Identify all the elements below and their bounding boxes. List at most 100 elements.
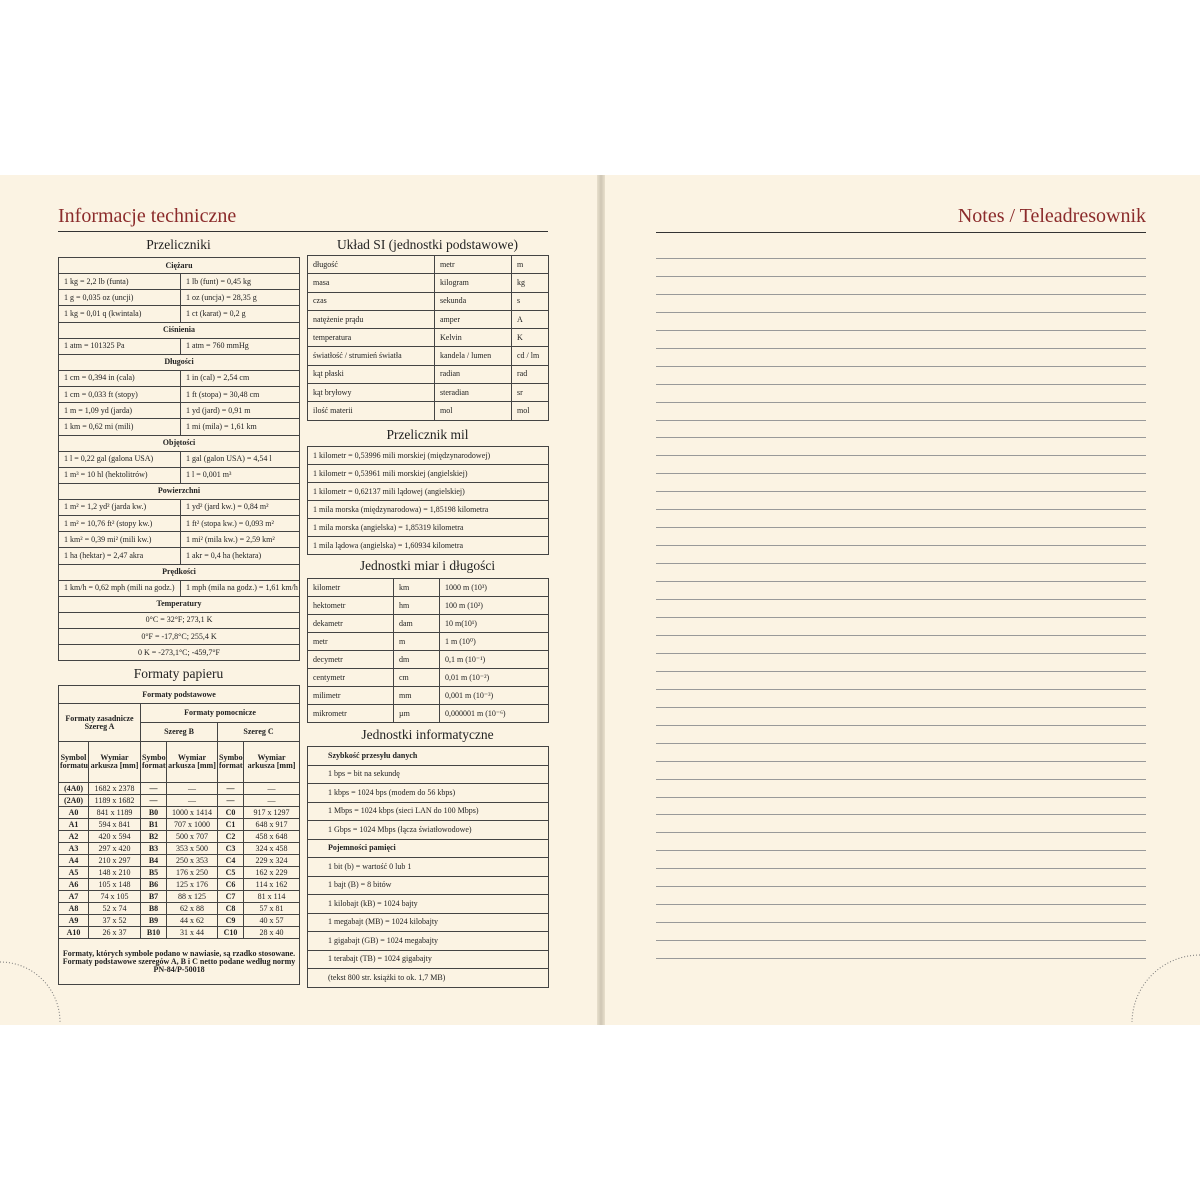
table-cell: s: [511, 291, 549, 311]
table-row: kilometr km 1000 m (10³): [307, 578, 549, 597]
table-row: Ciśnienia: [57, 321, 301, 339]
note-line: [656, 527, 1146, 528]
table-cell: Szereg C: [216, 722, 301, 742]
table-cell: 10 m(10¹): [439, 614, 549, 633]
table-row: 1 mila morska (międzynarodowa) = 1,85198…: [307, 500, 549, 519]
table-cell: 88 x 125: [166, 890, 218, 903]
table-cell: 324 x 458: [242, 842, 301, 855]
note-line: [656, 294, 1146, 295]
table-cell: C3: [217, 842, 244, 855]
table-row: długość metr m: [307, 254, 549, 275]
table-cell: 917 x 1297: [242, 806, 301, 819]
title-rule: [58, 231, 548, 232]
note-line: [656, 922, 1146, 923]
table-cell: Prędkości: [57, 563, 301, 581]
note-line: [656, 491, 1146, 492]
table-cell: 28 x 40: [242, 926, 301, 939]
section-heading: Przelicznik mil: [386, 427, 469, 442]
table-row: 1 l = 0,22 gal (galona USA) 1 gal (galon …: [58, 450, 301, 468]
table-row: 0°F = -17,8°C; 255,4 K: [57, 627, 301, 646]
table-row: A5 148 x 210 B5 176 x 250 C5 162 x 229: [58, 866, 301, 879]
table-row: kąt płaski radian rad: [307, 364, 549, 385]
table-row: A6 105 x 148 B6 125 x 176 C6 114 x 162: [58, 878, 301, 891]
table-cell: —: [166, 782, 218, 795]
table-cell: kilogram: [434, 273, 512, 293]
table-cell: 148 x 210: [88, 866, 141, 879]
table-cell: Ciśnienia: [57, 321, 301, 339]
table: 1 kilometr = 0,53996 mili morskiej (międ…: [307, 446, 549, 555]
table-cell: 1 atm = 101325 Pa: [58, 337, 181, 355]
table-row: ilość materii mol mol: [307, 401, 549, 421]
table-row: masa kilogram kg: [307, 273, 549, 293]
table-cell: B4: [140, 854, 167, 867]
table-cell: 1 megabajt (MB) = 1024 kilobajty: [307, 912, 549, 932]
table-cell: Objętości: [57, 434, 301, 452]
table-cell: Symbol formatu: [217, 741, 244, 783]
note-line: [656, 384, 1146, 385]
table-row: światłość / strumień światła kandela / lu…: [307, 346, 549, 366]
table-cell: dam: [393, 614, 440, 633]
note-line: [656, 366, 1146, 367]
note-line: [656, 258, 1146, 259]
note-line: [656, 563, 1146, 564]
table-row: Formaty, których symbole podano w nawias…: [57, 938, 301, 985]
table-cell: 1 l = 0,22 gal (galona USA): [58, 450, 181, 468]
table-cell: B5: [140, 866, 167, 879]
table-cell: 841 x 1189: [88, 806, 141, 819]
table-cell: 1 cm = 0,394 in (cala): [58, 369, 181, 387]
table-cell: 1 m (10⁰): [439, 632, 549, 651]
table-row: (4A0) 1682 x 2378— — — —: [58, 782, 301, 795]
table-cell: 1 kg = 0,01 q (kwintala): [58, 305, 181, 323]
table-row: Formaty podstawowe: [57, 685, 301, 704]
table-cell: A9: [58, 914, 89, 927]
table-cell: Powierzchni: [57, 482, 301, 500]
table-cell: —: [166, 794, 218, 807]
table-cell: mol: [434, 401, 512, 421]
table-row: A8 52 x 74 B8 62 x 88 C8 57 x 81: [58, 902, 301, 915]
note-line: [656, 707, 1146, 708]
table-cell: B7: [140, 890, 167, 903]
note-line: [656, 437, 1146, 438]
table-cell: 0,1 m (10⁻¹): [439, 650, 549, 669]
table-cell: 1 bajt (B) = 8 bitów: [307, 875, 549, 895]
table-cell: B0: [140, 806, 167, 819]
table-cell: 26 x 37: [88, 926, 141, 939]
table-row: 1 km² = 0,39 mi² (mili kw.) 1 mi² (mila k…: [58, 531, 301, 549]
table-row: kąt bryłowy steradian sr: [307, 383, 549, 403]
table: kilometr km 1000 m (10³) hektometr hm 100 m (…: [307, 578, 549, 723]
table-row: A7 74 x 105 B7 88 x 125 C7 81 x 114: [58, 890, 301, 903]
table-cell: 250 x 353: [166, 854, 218, 867]
table-cell: C2: [217, 830, 244, 843]
table-cell: długość: [307, 254, 435, 275]
table-cell: 1 gal (galon USA) = 4,54 l: [179, 450, 301, 468]
table-row: 1 m = 1,09 yd (jarda) 1 yd (jard) = 0,91 …: [58, 402, 301, 420]
table-cell: 297 x 420: [88, 842, 141, 855]
table-cell: 0,01 m (10⁻²): [439, 668, 549, 687]
table-row: 1 kilobajt (kB) = 1024 bajty: [307, 894, 549, 914]
table-cell: 1 Gbps = 1024 Mbps (łącza światłowodowe): [307, 820, 549, 840]
table-cell: C9: [217, 914, 244, 927]
table-cell: dekametr: [307, 614, 394, 633]
table-cell: kilometr: [307, 578, 394, 597]
table-cell: decymetr: [307, 650, 394, 669]
section-heading: Formaty papieru: [133, 666, 224, 681]
table-row: 1 mila morska (angielska) = 1,85319 kilo…: [307, 518, 549, 537]
table: Formaty podstawowe Formaty zasadnicze Sze…: [57, 685, 301, 985]
table-cell: światłość / strumień światła: [307, 346, 435, 366]
table-row: 1 kilometr = 0,53996 mili morskiej (międ…: [307, 446, 549, 465]
table-cell: 52 x 74: [88, 902, 141, 915]
table-cell: Szybkość przesyłu danych: [307, 746, 549, 766]
table-row: A10 26 x 37 B10 31 x 44 C10 28 x 40: [58, 926, 301, 939]
table-cell: cd / lm: [511, 346, 549, 366]
table: Szybkość przesyłu danych 1 bps = bit na s…: [307, 746, 549, 988]
table-cell: A5: [58, 866, 89, 879]
table-cell: 57 x 81: [242, 902, 301, 915]
table-cell: B1: [140, 818, 167, 831]
table-cell: 1682 x 2378: [88, 782, 141, 795]
table-cell: cm: [393, 668, 440, 687]
table-cell: 62 x 88: [166, 902, 218, 915]
table-cell: Temperatury: [57, 595, 301, 613]
table-cell: Szereg B: [140, 722, 218, 742]
table-cell: mol: [511, 401, 549, 421]
table-cell: 500 x 707: [166, 830, 218, 843]
